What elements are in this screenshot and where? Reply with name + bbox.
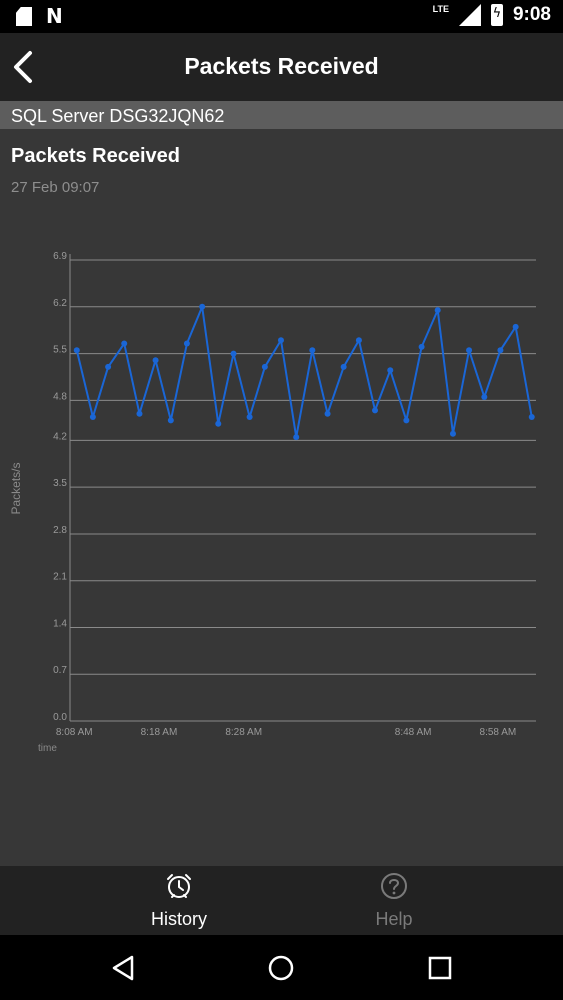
network-type: LTE [432, 3, 449, 14]
server-name: SQL Server DSG32JQN62 [11, 106, 225, 126]
data-point [152, 357, 159, 364]
y-tick-label: 1.4 [53, 618, 67, 629]
data-point [466, 347, 473, 354]
data-point [528, 414, 535, 421]
battery-charging-icon [490, 4, 503, 26]
data-point [246, 414, 253, 421]
data-point [167, 417, 174, 424]
x-axis-title: time [38, 743, 57, 754]
nav-back-icon[interactable] [110, 954, 138, 982]
data-point [89, 414, 96, 421]
data-point [481, 393, 488, 400]
metric-timestamp: 27 Feb 09:07 [11, 179, 100, 196]
data-point [340, 363, 347, 370]
sd-card-icon [16, 7, 32, 26]
nav-recents-icon[interactable] [426, 954, 454, 982]
data-point [497, 347, 504, 354]
back-button[interactable] [6, 45, 50, 89]
nav-help-label: Help [375, 909, 413, 929]
lte-signal-icon [458, 4, 481, 26]
data-point [215, 420, 222, 427]
bottom-nav: History Help [0, 866, 563, 935]
y-tick-label: 4.8 [53, 391, 67, 402]
data-point [277, 337, 284, 344]
data-point [418, 343, 425, 350]
system-nav-bar [0, 935, 563, 1000]
data-point [105, 363, 112, 370]
page-title: Packets Received [184, 53, 379, 79]
nav-history-label: History [150, 909, 207, 929]
data-point [121, 340, 128, 347]
data-point [230, 350, 237, 357]
x-tick-label: 8:48 AM [395, 727, 432, 738]
y-tick-label: 2.1 [53, 572, 67, 583]
app-bar: Packets Received [0, 33, 563, 101]
y-tick-label: 3.5 [53, 478, 67, 489]
nav-history[interactable]: History [99, 866, 259, 935]
status-bar: N LTE 9:08 [0, 0, 563, 33]
data-point [449, 430, 456, 437]
x-tick-label: 8:28 AM [225, 727, 262, 738]
y-axis-title: Packets/s [9, 462, 23, 514]
data-point [355, 337, 362, 344]
back-arrow-icon [14, 51, 32, 83]
data-point [293, 434, 300, 441]
data-point [73, 347, 80, 354]
nav-help[interactable]: Help [314, 866, 474, 935]
data-point [199, 303, 206, 310]
y-tick-label: 0.0 [53, 712, 67, 723]
data-point [512, 323, 519, 330]
x-tick-label: 8:58 AM [480, 727, 517, 738]
y-tick-label: 5.5 [53, 345, 67, 356]
nav-home-icon[interactable] [267, 954, 295, 982]
data-point [434, 307, 441, 314]
alarm-clock-icon [167, 874, 191, 898]
packets-line-chart: 0.0 0.7 1.4 2.1 2.8 3.5 4.2 4.8 5.5 6.2 6.9 8:08 AM… [9, 251, 536, 754]
metric-title: Packets Received [11, 145, 181, 167]
data-point [183, 340, 190, 347]
data-point [372, 407, 379, 414]
server-bar: SQL Server DSG32JQN62 [0, 101, 563, 129]
data-point [403, 417, 410, 424]
data-point [387, 367, 394, 374]
y-tick-label: 4.2 [53, 431, 67, 442]
x-tick-label: 8:18 AM [141, 727, 178, 738]
n-notification-icon: N [46, 4, 63, 28]
series-line [75, 305, 533, 439]
y-tick-label: 2.8 [53, 525, 67, 536]
y-tick-label: 6.9 [53, 251, 67, 262]
data-point [136, 410, 143, 417]
help-circle-icon [381, 873, 407, 899]
data-point [261, 363, 268, 370]
x-tick-label: 8:08 AM [56, 727, 93, 738]
data-point [324, 410, 331, 417]
status-time: 9:08 [512, 4, 551, 25]
y-tick-label: 0.7 [53, 665, 67, 676]
y-tick-label: 6.2 [53, 298, 67, 309]
data-point [309, 347, 316, 354]
